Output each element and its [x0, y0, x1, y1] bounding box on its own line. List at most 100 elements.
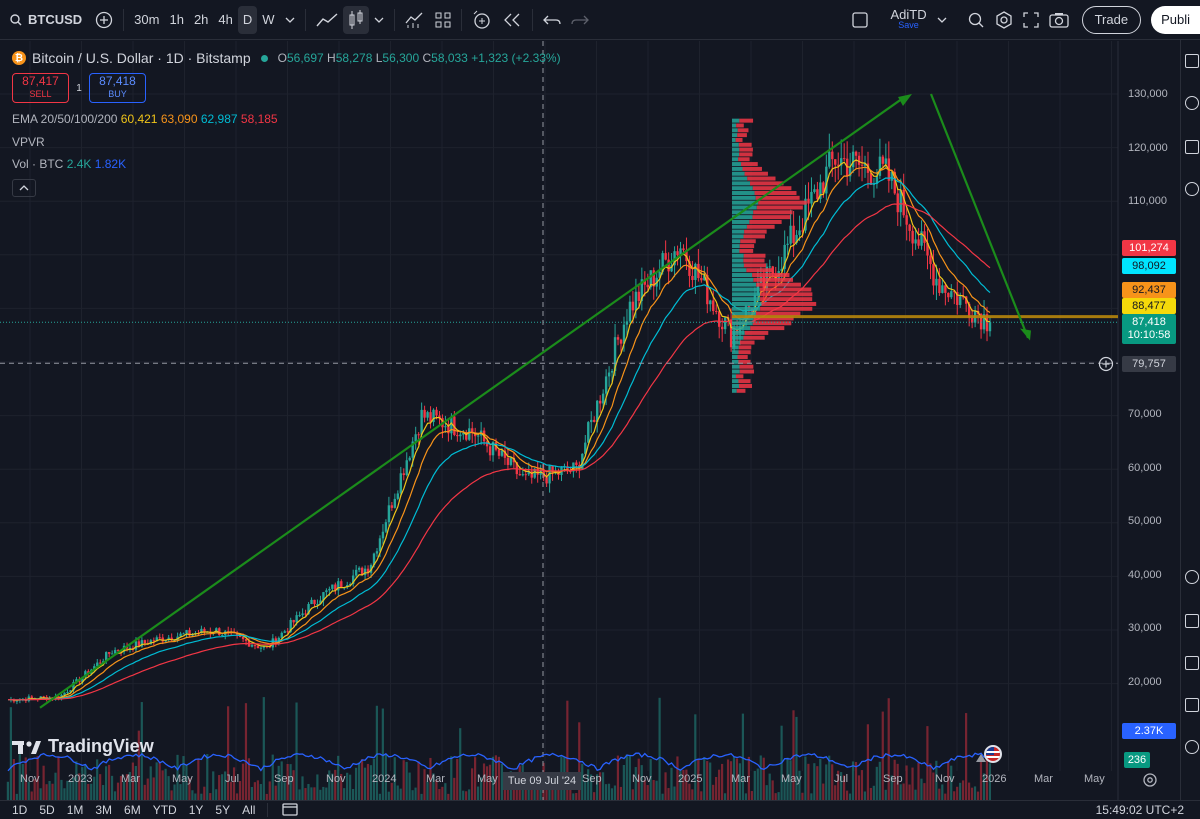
candle-body: [155, 637, 158, 642]
volume-indicator-legend[interactable]: Vol · BTC 2.4K 1.82K: [12, 157, 126, 171]
compare-button[interactable]: [90, 6, 118, 34]
volume-profile-down: [755, 311, 801, 316]
volume-bar: [465, 791, 468, 800]
volume-bar: [947, 760, 950, 800]
date-range-button[interactable]: [282, 802, 299, 819]
candle-body: [587, 422, 590, 443]
tradingview-watermark[interactable]: TradingView: [12, 736, 154, 757]
settings-button[interactable]: [990, 6, 1018, 34]
add-alert-crosshair-button[interactable]: [1096, 356, 1116, 372]
layout-name[interactable]: AdiTD Save: [885, 6, 931, 34]
volume-bar: [476, 786, 480, 800]
chart-area[interactable]: [0, 41, 1180, 800]
rewind-icon: [503, 13, 520, 26]
calendar-icon[interactable]: [1185, 182, 1199, 196]
time-label: Jul: [834, 773, 849, 785]
volume-bar: [718, 769, 721, 800]
top-toolbar: BTCUSD 30m 1h 2h 4h D W AdiT: [0, 0, 1200, 40]
candle-body: [488, 446, 492, 456]
chat-icon[interactable]: [1185, 140, 1199, 154]
volume-bar: [902, 783, 905, 800]
candle-body: [417, 434, 420, 436]
candle-body: [935, 278, 938, 286]
range-1d[interactable]: 1D: [12, 803, 28, 817]
collapse-legend-button[interactable]: [12, 179, 36, 197]
watchlist-icon[interactable]: [1185, 54, 1199, 68]
fullscreen-button[interactable]: [1018, 6, 1044, 34]
alert-button[interactable]: [467, 6, 497, 34]
interval-30m[interactable]: 30m: [134, 12, 160, 27]
templates-button[interactable]: [430, 6, 456, 34]
volume-profile-down: [743, 234, 765, 239]
undo-button[interactable]: [538, 6, 566, 34]
volume-bar: [349, 774, 352, 800]
range-5d[interactable]: 5D: [39, 803, 55, 817]
volume-bar: [658, 697, 661, 800]
ideas-icon[interactable]: [1185, 570, 1199, 584]
vpvr-indicator-legend[interactable]: VPVR: [12, 135, 45, 149]
interval-2h[interactable]: 2h: [193, 12, 209, 27]
ema-indicator-legend[interactable]: EMA 20/50/100/200 60,421 63,090 62,987 5…: [12, 112, 278, 126]
interval-dropdown[interactable]: [280, 6, 300, 34]
range-1m[interactable]: 1M: [66, 803, 84, 817]
candle-body: [932, 264, 935, 286]
range-6m[interactable]: 6M: [124, 803, 141, 817]
volume-bar: [146, 778, 149, 800]
range-1y[interactable]: 1Y: [188, 803, 204, 817]
candle-body: [283, 631, 286, 633]
candle-body: [857, 155, 861, 165]
timezone-settings-button[interactable]: [1142, 772, 1158, 791]
symbol-title[interactable]: Bitcoin / U.S. Dollar · 1D · Bitstamp: [32, 50, 251, 66]
dividend-marker-icon[interactable]: [976, 754, 986, 762]
candle-body: [396, 493, 400, 499]
quick-search-button[interactable]: [962, 6, 990, 34]
chevron-down-icon: [285, 17, 295, 23]
interval-w[interactable]: W: [262, 12, 275, 27]
volume-bar: [54, 772, 57, 800]
notifications-icon[interactable]: [1185, 698, 1199, 712]
volume-bar: [593, 792, 596, 800]
interval-1h[interactable]: 1h: [169, 12, 184, 27]
range-3m[interactable]: 3M: [95, 803, 113, 817]
chart-type-dropdown[interactable]: [369, 6, 389, 34]
volume-bar: [688, 783, 691, 800]
utc-clock[interactable]: 15:49:02 UTC+2: [1095, 803, 1184, 817]
volume-bar: [575, 793, 578, 800]
trade-button[interactable]: Trade: [1081, 5, 1142, 34]
volume-bar: [69, 780, 72, 800]
indicators-button[interactable]: [400, 6, 430, 34]
streams-icon[interactable]: [1185, 614, 1199, 628]
volume-bar: [610, 788, 614, 800]
redo-button[interactable]: [566, 6, 594, 34]
candles-button[interactable]: [342, 5, 369, 34]
candle-body: [715, 310, 718, 312]
sell-button[interactable]: 87,417 SELL: [12, 73, 69, 103]
ema200-line: [8, 203, 991, 701]
symbol-search[interactable]: BTCUSD: [0, 6, 90, 34]
line-chart-button[interactable]: [311, 6, 343, 34]
low-label: L: [375, 51, 383, 65]
interval-4h[interactable]: 4h: [218, 12, 233, 27]
candle-body: [30, 696, 34, 698]
buy-button[interactable]: 87,418 BUY: [89, 73, 146, 103]
range-5y[interactable]: 5Y: [215, 803, 231, 817]
volume-bar: [976, 791, 980, 800]
replay-button[interactable]: [497, 6, 527, 34]
candle-body: [372, 553, 376, 566]
range-ytd[interactable]: YTD: [152, 803, 177, 817]
alerts-icon[interactable]: [1185, 96, 1199, 110]
snapshot-button[interactable]: [1044, 6, 1074, 34]
price-chart[interactable]: [0, 41, 1180, 800]
interval-d[interactable]: D: [237, 5, 258, 34]
help-icon[interactable]: [1185, 740, 1199, 754]
us-flag-icon[interactable]: [984, 745, 1002, 763]
candle-body: [390, 505, 394, 508]
layout-dropdown[interactable]: [932, 6, 952, 34]
calendar-icon[interactable]: [1185, 656, 1199, 670]
volume-bar: [337, 755, 340, 800]
volume-bar: [735, 758, 739, 800]
range-all[interactable]: All: [242, 803, 256, 817]
publish-button[interactable]: Publi: [1151, 5, 1200, 34]
fullscreen-layout-button[interactable]: [847, 6, 873, 34]
candle-body: [851, 151, 855, 168]
